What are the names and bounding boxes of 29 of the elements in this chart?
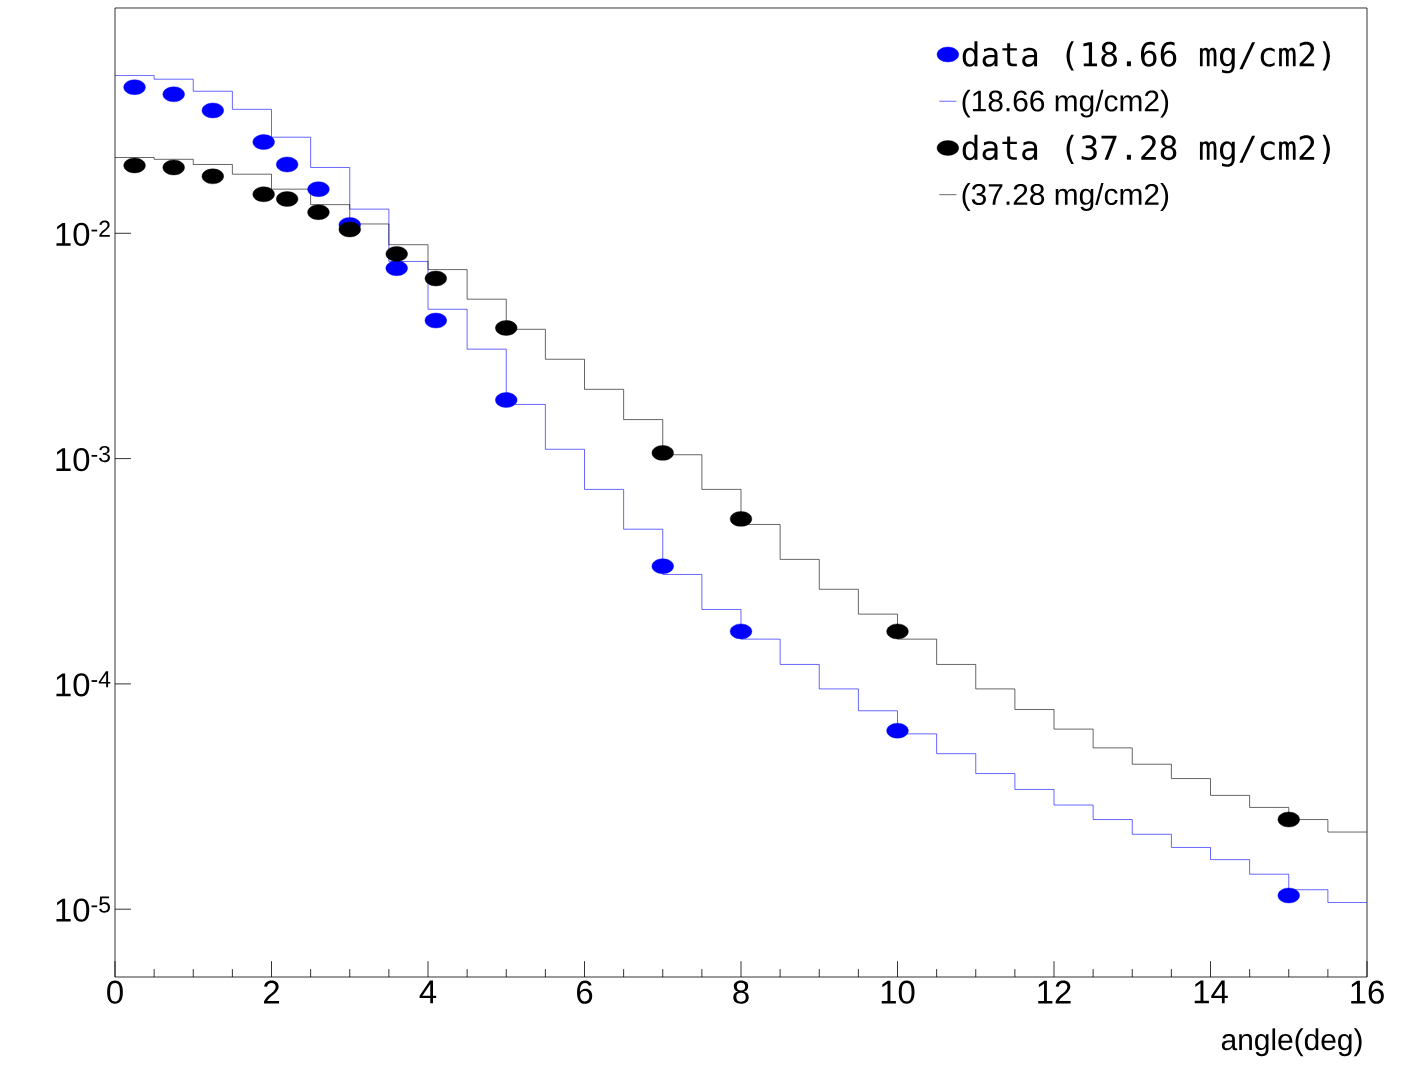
x-tick-label: 2 xyxy=(264,980,279,1004)
x-tick-label: 12 xyxy=(1038,980,1071,1004)
legend-label: (18.66 mg/cm2) xyxy=(962,89,1169,118)
point xyxy=(276,156,299,173)
point xyxy=(338,221,361,238)
x-tick-label: 6 xyxy=(577,980,593,1004)
legend-label: data (18.66 mg/cm2) xyxy=(962,41,1330,74)
x-tick-label: 16 xyxy=(1351,980,1384,1004)
x-tick-label: 8 xyxy=(733,980,749,1004)
point xyxy=(1277,887,1300,904)
y-tick-label: 10$^{-3}$ xyxy=(56,445,110,472)
x-tick-label: 14 xyxy=(1194,980,1228,1004)
point xyxy=(424,270,447,287)
point xyxy=(886,623,909,640)
point xyxy=(123,157,146,174)
y-tick-label: 10$^{-2}$ xyxy=(56,220,110,246)
x-tick-label: 10 xyxy=(881,980,915,1004)
y-tick-label: 10$^{-5}$ xyxy=(56,896,111,922)
y-tick-label: 10$^{-4}$ xyxy=(56,671,111,697)
point xyxy=(424,312,447,329)
x-axis-title: angle(deg) xyxy=(1221,1028,1362,1057)
x-tick-label: 0 xyxy=(107,980,123,1004)
legend-label: (37.28 mg/cm2) xyxy=(962,183,1169,211)
point xyxy=(1277,811,1300,828)
point xyxy=(162,159,185,176)
legend-label: data (37.28 mg/cm2) xyxy=(962,134,1330,167)
point xyxy=(201,102,224,119)
x-tick-label: 4 xyxy=(419,980,437,1004)
point xyxy=(729,623,753,640)
